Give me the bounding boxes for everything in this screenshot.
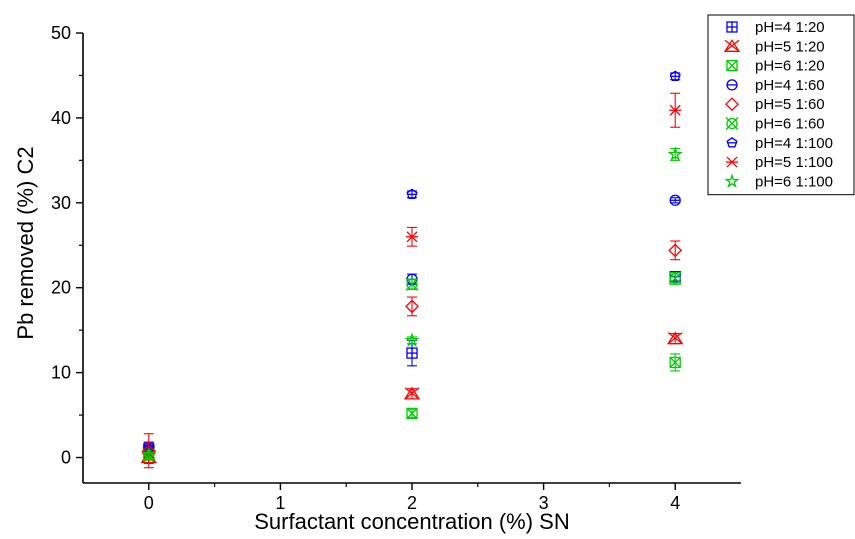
data-point bbox=[669, 194, 681, 206]
marker-shape bbox=[403, 386, 421, 400]
series-7 bbox=[142, 92, 682, 465]
x-tick-label: 2 bbox=[407, 493, 417, 513]
data-point bbox=[669, 356, 681, 369]
legend-marker bbox=[725, 97, 739, 112]
marker-shape bbox=[406, 278, 418, 290]
legend-marker bbox=[726, 59, 738, 72]
legend-marker bbox=[723, 39, 741, 52]
legend-item: pH=6 1:100 bbox=[724, 173, 833, 190]
marker-stroke bbox=[669, 356, 681, 368]
legend-label: pH=5 1:20 bbox=[755, 38, 825, 55]
marker-stroke bbox=[404, 387, 420, 400]
marker-stroke bbox=[405, 277, 419, 291]
legend-item: pH=6 1:20 bbox=[726, 58, 825, 75]
marker-stroke bbox=[406, 407, 418, 419]
marker-shape bbox=[724, 173, 740, 189]
marker-stroke bbox=[667, 332, 683, 345]
legend-marker bbox=[726, 136, 738, 148]
marker-stroke bbox=[726, 60, 738, 72]
legend: pH=4 1:20 pH=5 1:20 pH=6 1:20 pH=4 1:60 pH=5… bbox=[707, 14, 855, 196]
legend-label: pH=4 1:60 bbox=[755, 77, 825, 94]
marker-stroke bbox=[725, 117, 739, 130]
marker-shape bbox=[667, 331, 684, 345]
x-tick-label: 4 bbox=[670, 493, 680, 513]
marker-shape bbox=[141, 447, 157, 463]
y-tick-label: 20 bbox=[51, 278, 71, 298]
data-point bbox=[141, 447, 157, 463]
marker-shape bbox=[726, 117, 738, 130]
marker-shape bbox=[406, 407, 418, 420]
data-point bbox=[668, 243, 683, 258]
marker-shape bbox=[723, 39, 741, 52]
legend-marker bbox=[725, 117, 739, 130]
marker-stroke bbox=[668, 271, 682, 285]
legend-item: pH=5 1:60 bbox=[725, 96, 825, 113]
data-point bbox=[406, 231, 418, 243]
data-point bbox=[403, 386, 421, 400]
marker-shape bbox=[406, 188, 418, 200]
y-tick-label: 40 bbox=[51, 108, 71, 128]
legend-label: pH=6 1:20 bbox=[755, 58, 825, 75]
marker-shape bbox=[404, 332, 420, 347]
y-tick-label: 50 bbox=[51, 23, 71, 43]
data-point bbox=[669, 104, 682, 116]
series-2 bbox=[143, 353, 681, 461]
legend-label: pH=6 1:60 bbox=[755, 116, 825, 133]
y-tick-label: 0 bbox=[61, 448, 71, 468]
marker-stroke bbox=[724, 39, 740, 52]
data-point bbox=[406, 407, 418, 420]
plot-area bbox=[140, 70, 684, 469]
y-tick-label: 10 bbox=[51, 363, 71, 383]
y-axis-title: Pb removed (%) C2 bbox=[13, 146, 38, 339]
data-point bbox=[405, 299, 419, 314]
legend-marker bbox=[726, 21, 738, 33]
x-tick-label: 3 bbox=[539, 493, 549, 513]
data-point bbox=[667, 331, 684, 345]
x-tick-label: 1 bbox=[275, 493, 285, 513]
marker-shape bbox=[726, 59, 738, 72]
legend-marker bbox=[726, 79, 738, 91]
series-8 bbox=[141, 146, 683, 463]
data-point bbox=[667, 146, 683, 162]
legend-label: pH=4 1:100 bbox=[755, 135, 833, 152]
marker-shape bbox=[405, 299, 419, 314]
legend-label: pH=5 1:60 bbox=[755, 96, 825, 113]
marker-shape bbox=[668, 243, 683, 258]
series-6 bbox=[143, 70, 681, 454]
marker-shape bbox=[669, 70, 681, 81]
legend-item: pH=4 1:100 bbox=[726, 135, 833, 152]
legend-marker bbox=[724, 173, 740, 189]
marker-shape bbox=[667, 146, 683, 162]
legend-item: pH=5 1:20 bbox=[723, 38, 825, 55]
legend-item: pH=4 1:20 bbox=[726, 19, 825, 36]
x-tick-label: 0 bbox=[144, 493, 154, 513]
legend-item: pH=6 1:60 bbox=[725, 116, 825, 133]
legend-marker bbox=[726, 156, 738, 168]
marker-shape bbox=[669, 356, 681, 369]
data-point bbox=[406, 188, 418, 200]
x-axis-title: Surfactant concentration (%) SN bbox=[254, 509, 569, 534]
axes: 0 10 20 30 40 50 0 1 2 3 4 bbox=[51, 23, 741, 513]
data-point bbox=[669, 70, 681, 81]
data-point bbox=[406, 347, 418, 359]
legend-label: pH=6 1:100 bbox=[755, 173, 833, 190]
data-point bbox=[404, 332, 420, 347]
data-point bbox=[668, 271, 682, 285]
marker-shape bbox=[669, 272, 681, 285]
y-tick-label: 30 bbox=[51, 193, 71, 213]
marker-shape bbox=[725, 97, 739, 112]
data-point bbox=[405, 277, 419, 291]
marker-shape bbox=[726, 136, 738, 148]
legend-item: pH=5 1:100 bbox=[726, 154, 833, 171]
legend-item: pH=4 1:60 bbox=[726, 77, 825, 94]
legend-label: pH=5 1:100 bbox=[755, 154, 833, 171]
legend-label: pH=4 1:20 bbox=[755, 19, 825, 36]
